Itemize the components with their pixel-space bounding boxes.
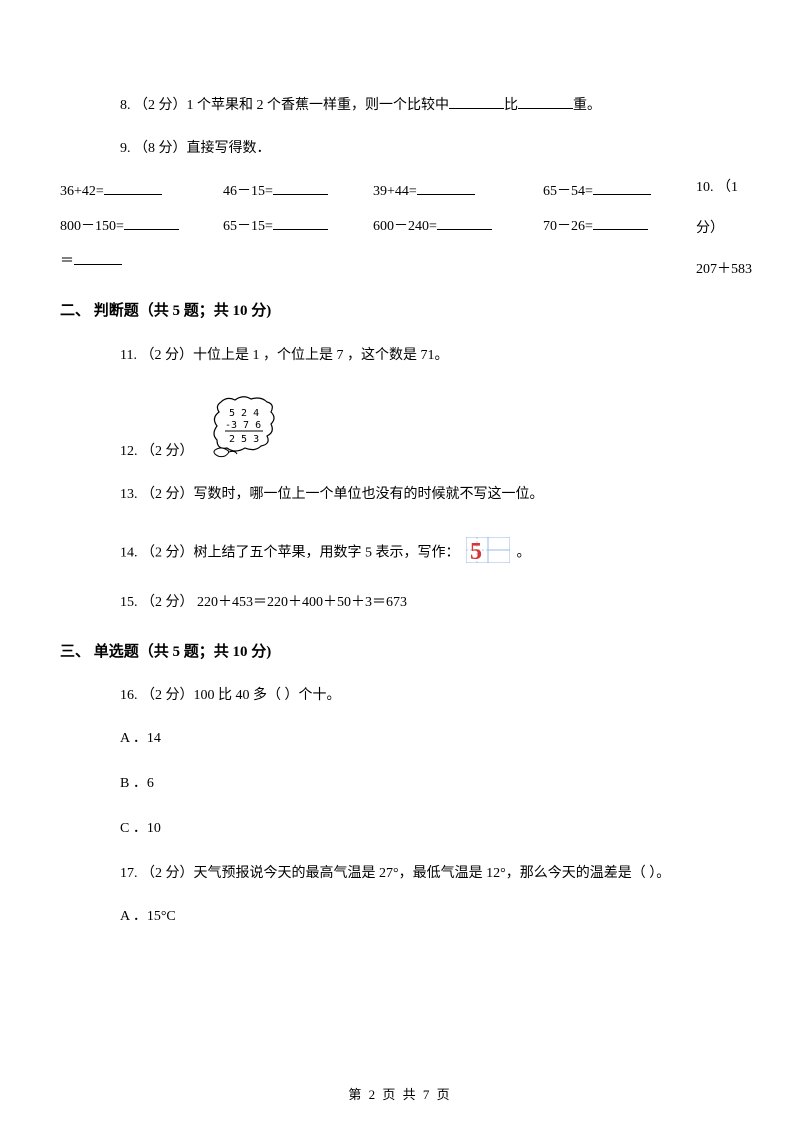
q16-option-c: C ．10 <box>60 818 740 839</box>
q9-text: 9. （8 分）直接写得数． <box>120 141 271 156</box>
q17-option-a: A ．15°C <box>60 906 740 927</box>
q9-blank <box>273 181 328 195</box>
q8-suffix: 重。 <box>573 98 601 113</box>
q12-text: 12. （2 分） <box>120 444 194 459</box>
page-content: 8. （2 分）1 个苹果和 2 个香蕉一样重，则一个比较中 比 重。 9. （8 … <box>60 0 740 927</box>
q8-mid: 比 <box>504 98 518 113</box>
q9-blank <box>417 181 475 195</box>
svg-text:-3 7 6: -3 7 6 <box>225 420 261 431</box>
q9-blank <box>593 216 648 230</box>
q9-eq: 36+42= <box>60 184 104 199</box>
question-14: 14. （2 分）树上结了五个苹果，用数字 5 表示，写作： 5 。 <box>60 537 740 570</box>
q8-prefix: 8. （2 分）1 个苹果和 2 个香蕉一样重，则一个比较中 <box>120 98 449 113</box>
question-16: 16. （2 分）100 比 40 多（ ）个十。 <box>60 685 740 706</box>
q10-blank <box>74 251 122 265</box>
question-12: 12. （2 分） 5 2 4 -3 7 6 2 5 3 <box>60 394 740 462</box>
q9-eq: 65－54= <box>543 184 593 199</box>
q9-eq: 46－15= <box>223 184 273 199</box>
svg-text:5: 5 <box>470 539 482 563</box>
q9-row1: 36+42= 46－15= 39+44= 65－54= <box>60 181 740 202</box>
page-footer: 第 2 页 共 7 页 <box>0 1085 800 1105</box>
question-9: 9. （8 分）直接写得数． <box>60 138 740 159</box>
q16-option-b: B ．6 <box>60 773 740 794</box>
digit-5-grid-icon: 5 <box>466 537 510 570</box>
q10-answer: ＝ <box>60 251 740 272</box>
q9-eq: 70－26= <box>543 219 593 234</box>
q14-suffix: 。 <box>517 545 531 560</box>
scribble-math-icon: 5 2 4 -3 7 6 2 5 3 <box>207 394 285 462</box>
question-17: 17. （2 分）天气预报说今天的最高气温是 27°，最低气温是 12°，那么今… <box>60 863 740 884</box>
q10-part3: 207＋583 <box>696 262 752 277</box>
q14-prefix: 14. （2 分）树上结了五个苹果，用数字 5 表示，写作： <box>120 545 460 560</box>
q8-blank-1 <box>449 95 504 109</box>
q10-part1: 10. （1 <box>696 180 738 195</box>
q16-option-a: A ．14 <box>60 728 740 749</box>
q9-blank <box>437 216 492 230</box>
q10-part2: 分） <box>696 221 724 236</box>
question-11: 11. （2 分）十位上是 1 ，个位上是 7 ，这个数是 71。 <box>60 345 740 366</box>
q9-eq: 800－150= <box>60 219 124 234</box>
section-3-title: 三、 单选题（共 5 题；共 10 分) <box>60 641 740 664</box>
q9-eq: 39+44= <box>373 184 417 199</box>
svg-text:2 5 3: 2 5 3 <box>229 434 259 445</box>
question-13: 13. （2 分）写数时，哪一位上一个单位也没有的时候就不写这一位。 <box>60 484 740 505</box>
section-2-title: 二、 判断题（共 5 题；共 10 分) <box>60 300 740 323</box>
q8-blank-2 <box>518 95 573 109</box>
q9-blank <box>124 216 179 230</box>
q9-eq: 65－15= <box>223 219 273 234</box>
q9-blank <box>104 181 162 195</box>
q10-eq-sign: ＝ <box>60 254 74 269</box>
question-8: 8. （2 分）1 个苹果和 2 个香蕉一样重，则一个比较中 比 重。 <box>60 95 740 116</box>
question-15: 15. （2 分） 220＋453＝220＋400＋50＋3＝673 <box>60 592 740 613</box>
q9-blank <box>273 216 328 230</box>
question-10: 10. （1 分） 207＋583 <box>696 177 788 280</box>
svg-text:5 2 4: 5 2 4 <box>229 408 259 419</box>
q9-eq: 600－240= <box>373 219 437 234</box>
q9-blank <box>593 181 651 195</box>
q9-row2: 800－150= 65－15= 600－240= 70－26= <box>60 216 740 237</box>
